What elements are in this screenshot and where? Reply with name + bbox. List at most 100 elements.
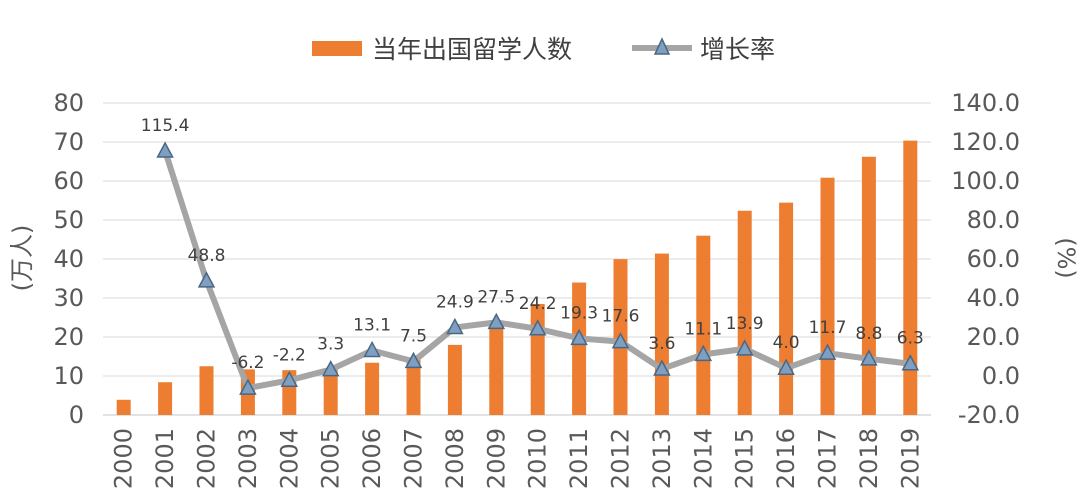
data-label-2012: 17.6 bbox=[602, 307, 640, 327]
marker-2019 bbox=[901, 354, 920, 371]
legend-bar-label: 当年出国留学人数 bbox=[372, 35, 572, 64]
bar-2002 bbox=[199, 366, 214, 415]
x-tick-2013: 2013 bbox=[648, 428, 676, 489]
left-tick: 50 bbox=[53, 206, 84, 234]
x-tick-2016: 2016 bbox=[772, 428, 800, 489]
data-label-2008: 24.9 bbox=[436, 292, 474, 312]
legend-line-label: 增长率 bbox=[700, 35, 775, 64]
marker-2017 bbox=[818, 343, 837, 360]
right-tick: 40.0 bbox=[967, 284, 1020, 312]
right-axis-label: (%) bbox=[1052, 237, 1080, 279]
x-tick-2006: 2006 bbox=[358, 428, 386, 489]
bar-2008 bbox=[447, 344, 462, 415]
legend: 当年出国留学人数 增长率 bbox=[312, 35, 775, 64]
right-axis-ticks: -20.0 0.0 20.0 40.0 60.0 80.0 100.0 120.0 140.0 bbox=[951, 89, 1020, 429]
markers bbox=[156, 141, 920, 395]
x-tick-2019: 2019 bbox=[896, 428, 924, 489]
marker-2005 bbox=[321, 359, 340, 377]
marker-2015 bbox=[735, 339, 754, 356]
left-tick: 70 bbox=[53, 128, 84, 156]
x-tick-2010: 2010 bbox=[524, 428, 552, 489]
data-label-2019: 6.3 bbox=[897, 329, 924, 349]
marker-2008 bbox=[446, 317, 464, 335]
x-tick-2001: 2001 bbox=[151, 428, 179, 489]
x-axis-ticks: 2000 2001 2002 2003 2004 2005 2006 2007 2008 2009… bbox=[110, 428, 925, 489]
bar-2015 bbox=[737, 210, 752, 415]
marker-2012 bbox=[611, 332, 630, 349]
left-tick: 30 bbox=[53, 284, 84, 312]
grid bbox=[103, 102, 931, 416]
marker-2002 bbox=[197, 271, 216, 288]
bar-2019 bbox=[903, 140, 918, 415]
left-tick: 60 bbox=[53, 167, 84, 195]
data-label-2015: 13.9 bbox=[726, 314, 764, 334]
left-tick: 40 bbox=[53, 245, 84, 273]
legend-triangle-icon bbox=[653, 37, 671, 55]
right-tick: 0.0 bbox=[982, 362, 1020, 390]
x-tick-2009: 2009 bbox=[482, 428, 510, 489]
left-tick: 10 bbox=[53, 362, 84, 390]
right-tick: 20.0 bbox=[967, 323, 1020, 351]
bar-2007 bbox=[406, 358, 421, 415]
legend-bar-swatch bbox=[312, 41, 362, 56]
x-tick-2000: 2000 bbox=[110, 428, 138, 489]
data-label-2018: 8.8 bbox=[855, 324, 882, 344]
marker-2018 bbox=[860, 349, 878, 366]
data-label-2006: 13.1 bbox=[353, 315, 391, 335]
marker-2014 bbox=[694, 344, 713, 362]
x-tick-2003: 2003 bbox=[234, 428, 262, 489]
marker-2003 bbox=[239, 378, 257, 395]
x-tick-2015: 2015 bbox=[731, 428, 759, 489]
data-label-2003: -6.2 bbox=[231, 353, 264, 373]
bar-2017 bbox=[820, 177, 835, 415]
data-label-2007: 7.5 bbox=[400, 326, 427, 346]
marker-2001 bbox=[156, 141, 174, 158]
data-label-2011: 19.3 bbox=[560, 303, 598, 323]
left-axis-label: (万人) bbox=[8, 225, 36, 292]
data-label-2005: 3.3 bbox=[317, 335, 344, 355]
left-tick: 20 bbox=[53, 323, 84, 351]
data-label-2017: 11.7 bbox=[809, 318, 847, 338]
right-tick: 60.0 bbox=[967, 245, 1020, 273]
marker-2013 bbox=[653, 359, 671, 376]
marker-2016 bbox=[777, 358, 795, 375]
data-label-2004: -2.2 bbox=[273, 345, 306, 365]
bar-2001 bbox=[158, 382, 173, 415]
marker-2006 bbox=[363, 340, 381, 358]
right-tick: 100.0 bbox=[951, 167, 1020, 195]
x-tick-2005: 2005 bbox=[317, 428, 345, 489]
data-label-2016: 4.0 bbox=[773, 333, 800, 353]
x-tick-2014: 2014 bbox=[689, 428, 717, 489]
bar-2016 bbox=[779, 202, 794, 415]
data-label-2009: 27.5 bbox=[477, 287, 515, 307]
bar-2014 bbox=[696, 235, 711, 415]
bar-2000 bbox=[116, 399, 131, 415]
x-tick-2017: 2017 bbox=[814, 428, 842, 489]
data-labels: 115.448.8-6.2 -2.23.313.17.524.9 27.5 24.2 1… bbox=[141, 116, 924, 373]
bar-2009 bbox=[489, 325, 504, 415]
bar-2006 bbox=[365, 362, 380, 415]
right-tick: 80.0 bbox=[967, 206, 1020, 234]
left-axis-ticks: 0 10 20 30 40 50 60 70 80 bbox=[53, 89, 84, 429]
right-tick: -20.0 bbox=[958, 401, 1020, 429]
marker-2011 bbox=[570, 328, 588, 346]
marker-2007 bbox=[404, 351, 423, 369]
data-label-2010: 24.2 bbox=[519, 294, 557, 314]
marker-2004 bbox=[280, 370, 299, 388]
x-tick-2004: 2004 bbox=[275, 428, 303, 489]
x-tick-2008: 2008 bbox=[441, 428, 469, 489]
right-tick: 120.0 bbox=[951, 128, 1020, 156]
x-tick-2012: 2012 bbox=[607, 428, 635, 489]
data-label-2002: 48.8 bbox=[188, 246, 226, 266]
marker-2009 bbox=[487, 312, 506, 330]
x-tick-2011: 2011 bbox=[565, 428, 593, 489]
x-tick-2007: 2007 bbox=[400, 428, 428, 489]
x-tick-2018: 2018 bbox=[855, 428, 883, 489]
bar-2011 bbox=[572, 282, 587, 415]
data-label-2001: 115.4 bbox=[141, 116, 190, 136]
right-tick: 140.0 bbox=[951, 89, 1020, 117]
x-tick-2002: 2002 bbox=[193, 428, 221, 489]
bars bbox=[116, 140, 918, 415]
bar-2018 bbox=[861, 156, 876, 415]
